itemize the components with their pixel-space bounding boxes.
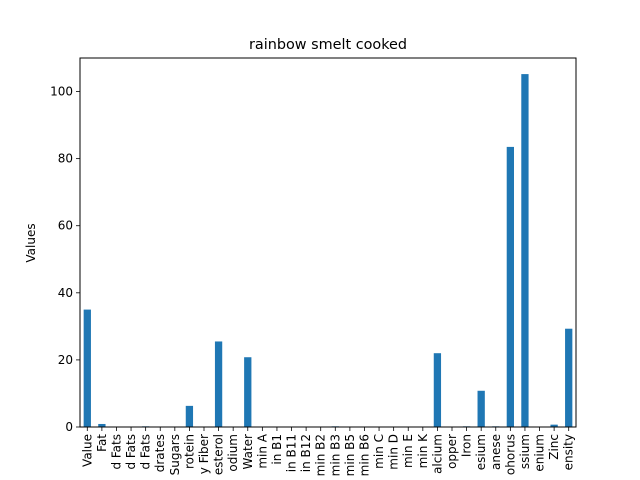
bar-30	[521, 74, 529, 427]
x-tick-label-27: esium	[474, 434, 488, 470]
plot-frame	[79, 57, 577, 428]
x-tick-label-15: in B12	[299, 434, 313, 472]
y-tick-label-4: 80	[58, 152, 73, 166]
x-tick-label-12: min A	[255, 433, 269, 468]
x-tick-label-33: ensity	[562, 434, 576, 470]
bar-1	[98, 423, 106, 427]
x-tick-label-13: in B1	[270, 434, 284, 465]
chart-title: rainbow smelt cooked	[249, 37, 407, 53]
x-tick-label-22: min E	[401, 434, 415, 468]
x-tick-label-5: drates	[153, 434, 167, 472]
x-tick-label-16: min B2	[314, 434, 328, 476]
y-tick-label-2: 40	[58, 286, 73, 300]
y-tick-label-5: 100	[50, 85, 73, 99]
x-tick-label-23: min K	[416, 433, 430, 468]
x-tick-label-9: esterol	[212, 434, 226, 475]
x-tick-label-28: anese	[489, 434, 503, 470]
x-tick-label-29: ohorus	[503, 434, 517, 475]
x-tick-label-20: min C	[372, 434, 386, 469]
x-tick-label-1: Fat	[95, 434, 109, 452]
y-tick-label-3: 60	[58, 219, 73, 233]
x-tick-label-7: rotein	[182, 434, 196, 469]
x-tick-label-24: alcium	[430, 434, 444, 474]
x-tick-label-30: ssium	[518, 434, 532, 469]
y-axis-label: Values	[24, 223, 38, 262]
x-tick-label-11: Water	[241, 434, 255, 470]
x-tick-label-21: min D	[387, 434, 401, 470]
x-tick-label-26: Iron	[460, 434, 474, 457]
x-tick-label-2: d Fats	[109, 434, 123, 470]
x-tick-label-8: y Fiber	[197, 434, 211, 474]
y-axis-ticks: 0 20 40 60 80 100	[50, 85, 80, 434]
y-tick-label-0: 0	[65, 420, 73, 434]
bar-7	[185, 405, 194, 427]
x-tick-label-3: d Fats	[124, 434, 138, 470]
x-tick-label-10: odium	[226, 434, 240, 472]
x-tick-label-19: min B6	[357, 434, 371, 476]
x-tick-label-4: d Fats	[139, 434, 153, 470]
bar-24	[433, 353, 442, 427]
bar-29	[506, 146, 514, 427]
bar-9	[214, 341, 223, 427]
bar-11	[244, 357, 252, 427]
x-tick-label-0: Value	[80, 434, 94, 467]
x-tick-label-17: min B3	[328, 434, 342, 476]
x-tick-label-31: enium	[533, 434, 547, 472]
bar-0	[83, 309, 91, 427]
x-tick-label-25: opper	[445, 434, 459, 469]
bar-33	[565, 328, 573, 427]
x-tick-label-32: Zinc	[547, 434, 561, 460]
bar-32	[550, 424, 558, 427]
x-tick-label-6: Sugars	[168, 434, 182, 475]
x-tick-label-14: in B11	[285, 434, 299, 472]
y-tick-label-1: 20	[58, 353, 73, 367]
x-axis-ticks: Value Fat d Fats d Fats d Fats drates Sugars ro…	[80, 427, 576, 476]
bar-27	[477, 390, 485, 427]
bars-group	[83, 74, 573, 427]
x-tick-label-18: min B5	[343, 434, 357, 476]
